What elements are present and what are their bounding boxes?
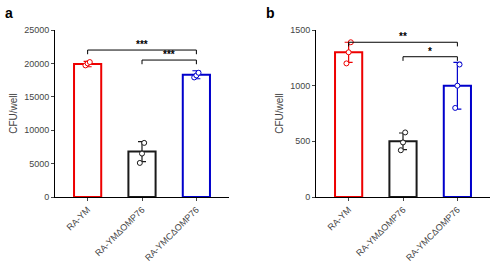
svg-text:**: ** [399, 31, 407, 42]
svg-text:CFU/well: CFU/well [8, 93, 19, 134]
svg-text:RA-YMCΔOMP76: RA-YMCΔOMP76 [404, 205, 462, 263]
svg-text:RA-YMΔOMP76: RA-YMΔOMP76 [354, 205, 407, 258]
svg-text:*: * [428, 46, 432, 57]
svg-text:500: 500 [295, 136, 310, 146]
svg-text:RA-YM: RA-YM [65, 205, 93, 233]
svg-text:25000: 25000 [24, 25, 49, 35]
svg-text:1500: 1500 [290, 25, 310, 35]
svg-text:20000: 20000 [24, 59, 49, 69]
svg-text:15000: 15000 [24, 92, 49, 102]
svg-text:RA-YMΔOMP76: RA-YMΔOMP76 [93, 205, 146, 258]
svg-text:***: *** [136, 39, 148, 50]
svg-text:RA-YM: RA-YM [326, 205, 354, 233]
svg-text:***: *** [163, 49, 175, 60]
svg-text:10000: 10000 [24, 125, 49, 135]
svg-text:CFU/well: CFU/well [274, 93, 285, 134]
svg-text:a: a [5, 5, 13, 21]
svg-text:0: 0 [44, 192, 49, 202]
svg-text:1000: 1000 [290, 81, 310, 91]
svg-text:RA-YMCΔOMP76: RA-YMCΔOMP76 [143, 205, 201, 263]
svg-text:b: b [266, 5, 275, 21]
svg-text:5000: 5000 [29, 159, 49, 169]
svg-text:0: 0 [305, 192, 310, 202]
